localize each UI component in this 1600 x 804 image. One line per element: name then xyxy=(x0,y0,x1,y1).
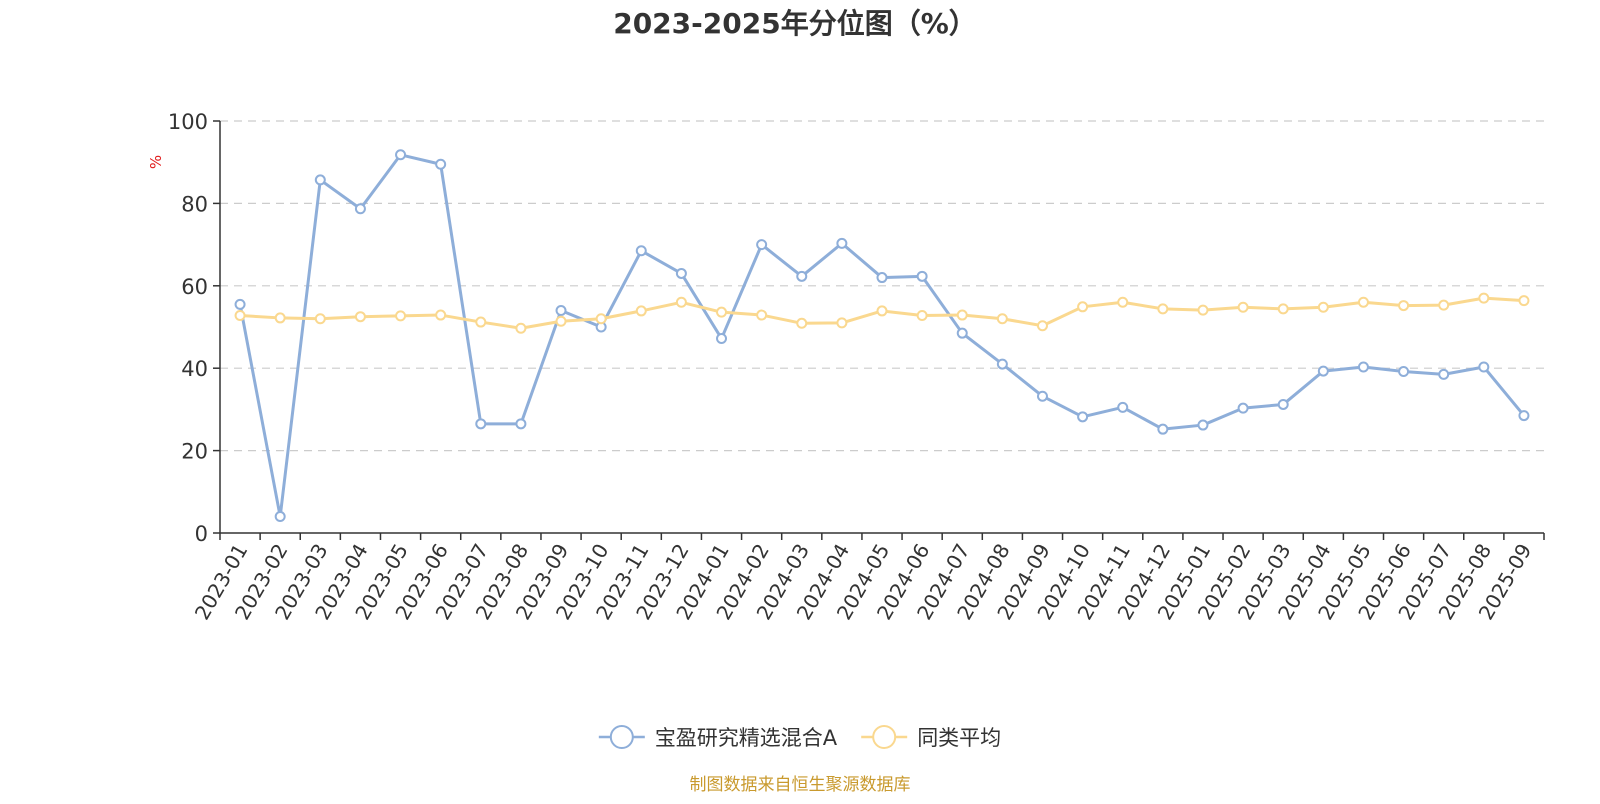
series-line xyxy=(238,153,1526,519)
y-tick-label: 60 xyxy=(181,275,208,299)
data-point[interactable] xyxy=(916,309,928,321)
data-point[interactable] xyxy=(1398,300,1410,312)
data-point[interactable] xyxy=(354,203,366,215)
legend-label: 宝盈研究精选混合A xyxy=(655,726,838,750)
data-point[interactable] xyxy=(876,272,888,284)
data-point[interactable] xyxy=(435,309,447,321)
series-lines xyxy=(234,149,1530,523)
grid-lines xyxy=(220,120,1544,452)
axes: 0204060801002023-012023-022023-032023-04… xyxy=(168,110,1545,624)
data-point[interactable] xyxy=(1237,402,1249,414)
data-point[interactable] xyxy=(635,305,647,317)
data-point[interactable] xyxy=(836,317,848,329)
data-point[interactable] xyxy=(1478,361,1490,373)
data-point[interactable] xyxy=(475,316,487,328)
data-point[interactable] xyxy=(314,174,326,186)
legend-marker-icon xyxy=(609,725,634,749)
legend-marker-icon xyxy=(872,725,897,749)
data-point[interactable] xyxy=(1518,295,1530,307)
data-point[interactable] xyxy=(1197,419,1209,431)
data-point[interactable] xyxy=(1438,299,1450,311)
chart-title: 2023-2025年分位图（%） xyxy=(613,7,977,40)
data-point[interactable] xyxy=(475,418,487,430)
data-point[interactable] xyxy=(796,270,808,282)
y-tick-label: 0 xyxy=(195,522,208,546)
data-point[interactable] xyxy=(1317,301,1329,313)
data-point[interactable] xyxy=(555,305,567,317)
data-point[interactable] xyxy=(354,311,366,323)
data-point[interactable] xyxy=(1197,304,1209,316)
data-point[interactable] xyxy=(1157,423,1169,435)
data-point[interactable] xyxy=(595,313,607,325)
data-point[interactable] xyxy=(716,333,728,345)
data-point[interactable] xyxy=(395,149,407,161)
data-point[interactable] xyxy=(515,418,527,430)
data-point[interactable] xyxy=(1117,296,1129,308)
data-point[interactable] xyxy=(234,309,246,321)
data-point[interactable] xyxy=(876,305,888,317)
data-point[interactable] xyxy=(1036,390,1048,402)
data-point[interactable] xyxy=(1277,398,1289,410)
series-1 xyxy=(234,149,1530,523)
data-point[interactable] xyxy=(314,313,326,325)
data-point[interactable] xyxy=(796,317,808,329)
series-2 xyxy=(234,292,1530,334)
data-point[interactable] xyxy=(916,270,928,282)
data-point[interactable] xyxy=(1117,401,1129,413)
data-point[interactable] xyxy=(1277,303,1289,315)
data-point[interactable] xyxy=(1518,410,1530,422)
data-point[interactable] xyxy=(1036,320,1048,332)
data-point[interactable] xyxy=(1398,365,1410,377)
data-point[interactable] xyxy=(1237,301,1249,313)
legend-item-2[interactable]: 同类平均 xyxy=(861,725,1001,750)
data-point[interactable] xyxy=(675,267,687,279)
data-point[interactable] xyxy=(1478,292,1490,304)
data-point[interactable] xyxy=(756,239,768,251)
data-point[interactable] xyxy=(1077,411,1089,423)
legend-item-1[interactable]: 宝盈研究精选混合A xyxy=(598,725,838,750)
data-point[interactable] xyxy=(675,296,687,308)
data-point[interactable] xyxy=(435,158,447,170)
data-point[interactable] xyxy=(1317,365,1329,377)
data-point[interactable] xyxy=(395,310,407,322)
y-tick-label: 40 xyxy=(181,357,208,381)
legend: 宝盈研究精选混合A 同类平均 xyxy=(598,725,1001,750)
legend-label: 同类平均 xyxy=(917,726,1001,750)
data-point[interactable] xyxy=(635,245,647,257)
source-note: 制图数据来自恒生聚源数据库 xyxy=(690,775,911,795)
data-point[interactable] xyxy=(274,511,286,523)
data-point[interactable] xyxy=(716,306,728,318)
data-point[interactable] xyxy=(1157,303,1169,315)
data-point[interactable] xyxy=(234,298,246,310)
data-point[interactable] xyxy=(1077,301,1089,313)
data-point[interactable] xyxy=(515,322,527,334)
data-point[interactable] xyxy=(836,237,848,249)
data-point[interactable] xyxy=(1438,368,1450,380)
data-point[interactable] xyxy=(274,312,286,324)
y-axis-unit-label: % xyxy=(147,155,165,169)
data-point[interactable] xyxy=(956,309,968,321)
y-tick-label: 20 xyxy=(181,440,208,464)
data-point[interactable] xyxy=(555,315,567,327)
data-point[interactable] xyxy=(996,358,1008,370)
data-point[interactable] xyxy=(756,309,768,321)
y-tick-label: 80 xyxy=(181,192,208,216)
data-point[interactable] xyxy=(1357,361,1369,373)
y-tick-label: 100 xyxy=(168,110,208,134)
data-point[interactable] xyxy=(1357,296,1369,308)
data-point[interactable] xyxy=(996,313,1008,325)
data-point[interactable] xyxy=(956,327,968,339)
